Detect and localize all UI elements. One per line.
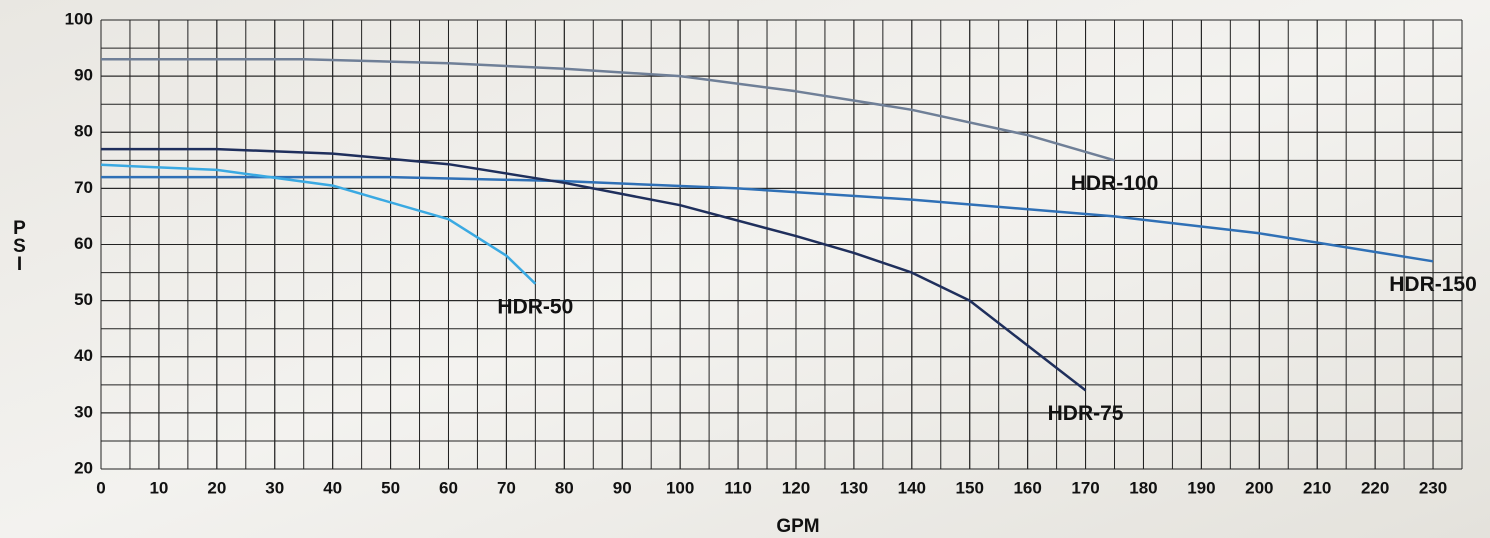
x-tick-label: 40 <box>323 478 342 497</box>
series-label: HDR-150 <box>1389 273 1477 296</box>
y-tick-label: 70 <box>74 178 93 197</box>
x-tick-label: 120 <box>782 478 810 497</box>
y-tick-label: 60 <box>74 234 93 253</box>
x-tick-label: 20 <box>207 478 226 497</box>
y-tick-label: 20 <box>74 458 93 477</box>
series-label: HDR-50 <box>497 295 573 318</box>
x-tick-label: 220 <box>1361 478 1389 497</box>
x-tick-label: 200 <box>1245 478 1273 497</box>
x-tick-label: 170 <box>1071 478 1099 497</box>
y-tick-label: 40 <box>74 346 93 365</box>
x-tick-label: 50 <box>381 478 400 497</box>
x-tick-label: 160 <box>1013 478 1041 497</box>
y-tick-label: 30 <box>74 402 93 421</box>
series-line <box>101 58 1115 162</box>
y-tick-label: 90 <box>74 66 93 85</box>
x-tick-label: 70 <box>497 478 516 497</box>
x-tick-label: 0 <box>96 478 105 497</box>
x-tick-label: 190 <box>1187 478 1215 497</box>
x-tick-label: 10 <box>149 478 168 497</box>
x-tick-label: 100 <box>666 478 694 497</box>
x-axis-title: GPM <box>776 516 819 537</box>
x-tick-label: 210 <box>1303 478 1331 497</box>
series-line <box>101 147 1087 392</box>
y-axis-title: PSI <box>9 218 30 272</box>
x-tick-label: 180 <box>1129 478 1157 497</box>
y-tick-label: 50 <box>74 290 93 309</box>
y-tick-label: 80 <box>74 122 93 141</box>
x-tick-label: 80 <box>555 478 574 497</box>
series-line <box>100 163 537 285</box>
series-label: HDR-100 <box>1071 172 1159 195</box>
x-tick-label: 90 <box>613 478 632 497</box>
series-line <box>101 175 1434 263</box>
x-tick-label: 140 <box>898 478 926 497</box>
x-tick-label: 130 <box>840 478 868 497</box>
x-tick-label: 60 <box>439 478 458 497</box>
x-tick-label: 150 <box>956 478 984 497</box>
x-tick-label: 230 <box>1419 478 1447 497</box>
y-tick-label: 100 <box>65 9 93 28</box>
series-label: HDR-75 <box>1048 402 1124 425</box>
x-tick-label: 30 <box>265 478 284 497</box>
x-tick-label: 110 <box>724 478 751 497</box>
